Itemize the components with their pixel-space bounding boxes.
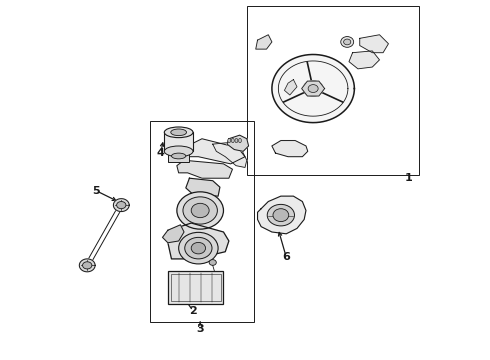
Ellipse shape: [164, 127, 193, 138]
Ellipse shape: [228, 138, 231, 143]
Ellipse shape: [177, 192, 223, 229]
Ellipse shape: [303, 81, 323, 96]
Ellipse shape: [82, 262, 92, 269]
Ellipse shape: [172, 153, 186, 159]
Ellipse shape: [235, 138, 238, 143]
Ellipse shape: [117, 202, 126, 209]
Bar: [247, 6, 419, 175]
Text: 6: 6: [282, 252, 290, 262]
Polygon shape: [177, 160, 232, 178]
Text: 2: 2: [189, 306, 197, 316]
Bar: [168, 151, 190, 162]
Ellipse shape: [239, 138, 242, 143]
Ellipse shape: [273, 209, 289, 222]
Bar: [164, 132, 193, 151]
Polygon shape: [79, 259, 95, 272]
Polygon shape: [349, 51, 379, 69]
Polygon shape: [163, 225, 184, 243]
Ellipse shape: [191, 242, 205, 254]
Bar: [171, 274, 220, 301]
Text: 1: 1: [404, 173, 412, 183]
Text: 5: 5: [92, 186, 100, 196]
Ellipse shape: [267, 204, 294, 226]
Polygon shape: [272, 54, 354, 123]
Polygon shape: [186, 178, 220, 196]
Bar: [150, 121, 254, 321]
Polygon shape: [113, 199, 129, 212]
Polygon shape: [177, 139, 245, 164]
Polygon shape: [227, 135, 248, 151]
Polygon shape: [256, 35, 272, 49]
Ellipse shape: [171, 129, 187, 136]
Ellipse shape: [185, 237, 212, 259]
Ellipse shape: [209, 260, 216, 265]
Ellipse shape: [191, 203, 209, 218]
Ellipse shape: [341, 37, 354, 47]
Ellipse shape: [179, 232, 218, 264]
Ellipse shape: [164, 146, 193, 157]
Polygon shape: [168, 223, 229, 259]
Text: 3: 3: [196, 324, 204, 334]
Polygon shape: [213, 142, 247, 167]
Ellipse shape: [231, 138, 234, 143]
Polygon shape: [302, 81, 324, 96]
Polygon shape: [272, 140, 308, 157]
Polygon shape: [285, 80, 297, 95]
Ellipse shape: [343, 39, 351, 45]
Polygon shape: [360, 35, 389, 53]
Bar: [168, 271, 223, 304]
Ellipse shape: [183, 197, 218, 224]
Text: 4: 4: [157, 148, 165, 158]
Polygon shape: [258, 196, 306, 234]
Ellipse shape: [308, 85, 318, 93]
